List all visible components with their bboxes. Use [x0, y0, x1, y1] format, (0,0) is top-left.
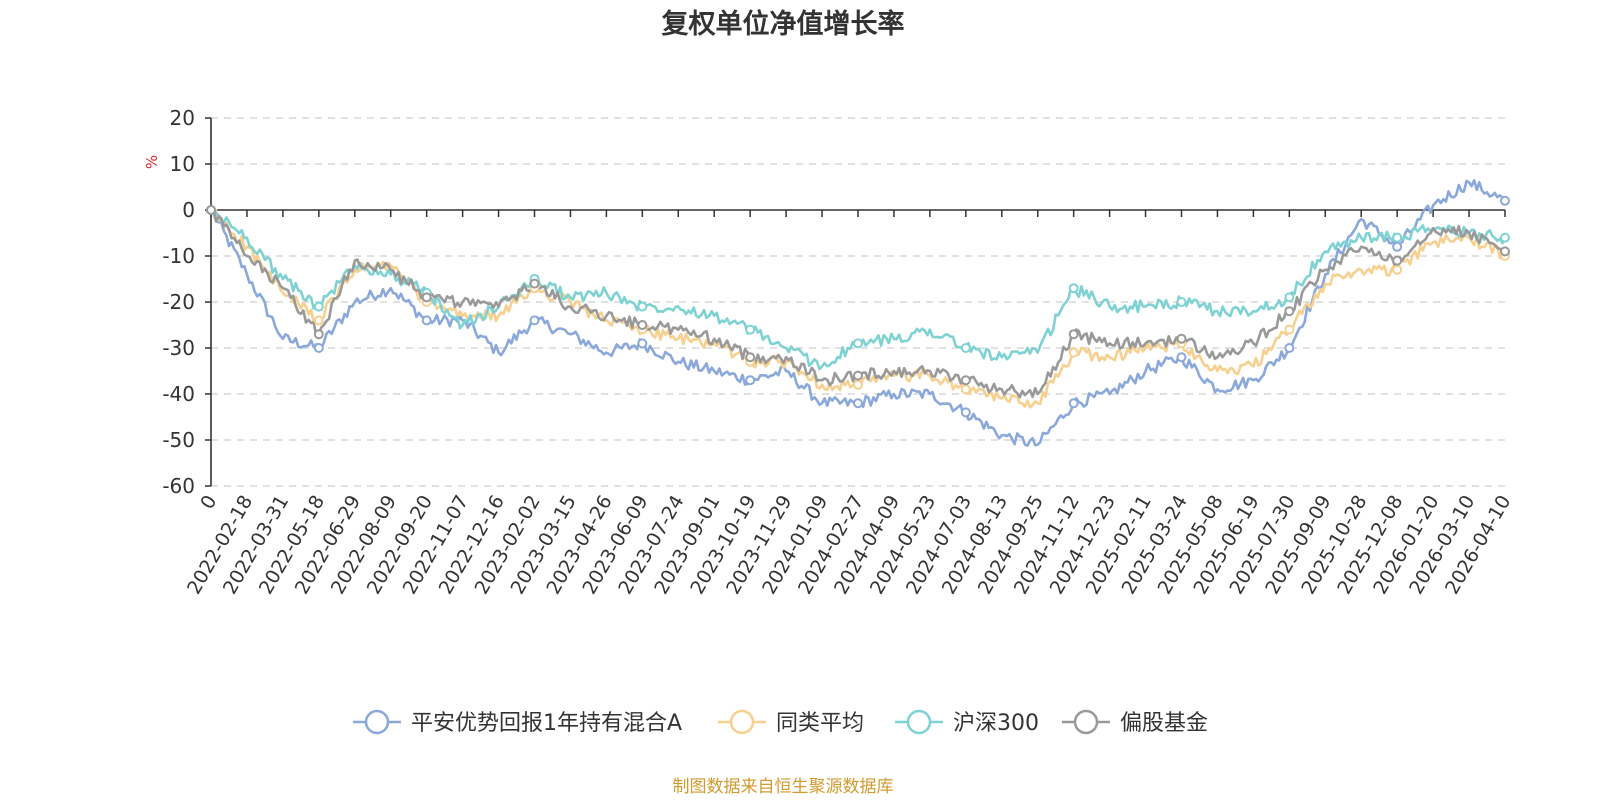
data-point	[960, 407, 971, 418]
data-point	[1392, 255, 1403, 266]
chart-title: 复权单位净值增长率	[662, 8, 905, 40]
data-point	[1176, 333, 1187, 344]
legend-swatch-marker	[364, 709, 390, 735]
y-tick-label: -60	[162, 474, 195, 498]
data-point	[853, 338, 863, 349]
data-point	[1284, 292, 1295, 303]
series-markers	[206, 195, 1510, 418]
data-point	[637, 338, 648, 349]
data-point	[960, 375, 971, 386]
data-point	[1176, 297, 1187, 307]
y-axis-unit-label: %	[143, 155, 161, 169]
y-tick-label: -40	[162, 382, 195, 406]
data-point	[206, 205, 216, 215]
legend-label: 沪深300	[953, 711, 1039, 736]
x-tick-label: 0	[196, 492, 221, 513]
data-source-note: 制图数据来自恒生聚源数据库	[673, 777, 894, 797]
y-tick-label: 20	[170, 106, 195, 130]
data-point	[1068, 283, 1079, 294]
data-point	[529, 315, 540, 326]
data-point	[1500, 195, 1510, 206]
axes: 20100-10-20-30-40-50-6002022-02-182022-0…	[162, 106, 1515, 598]
legend-label: 偏股基金	[1120, 711, 1208, 736]
data-point	[745, 375, 756, 386]
data-point	[960, 343, 971, 353]
data-point	[1068, 347, 1079, 358]
data-point	[637, 320, 648, 330]
legend-swatch-marker	[729, 709, 755, 735]
data-point	[960, 384, 971, 395]
data-point	[313, 301, 324, 312]
data-point	[853, 398, 863, 409]
data-point	[529, 278, 540, 289]
data-point	[745, 324, 756, 335]
data-point	[637, 301, 648, 312]
data-point	[1392, 241, 1403, 252]
y-tick-label: 10	[170, 152, 195, 176]
data-point	[853, 379, 863, 390]
data-point	[1068, 398, 1079, 409]
data-point	[1284, 324, 1295, 335]
y-tick-label: -10	[162, 244, 195, 268]
legend-item[interactable]: 同类平均	[718, 709, 864, 736]
data-point	[421, 315, 432, 326]
data-point	[313, 343, 324, 353]
y-tick-label: -20	[162, 290, 195, 314]
data-point	[1284, 343, 1295, 353]
y-tick-label: 0	[182, 198, 195, 222]
data-point	[1500, 232, 1510, 243]
legend-item[interactable]: 沪深300	[895, 709, 1039, 736]
data-point	[1392, 264, 1403, 275]
legend-swatch-marker	[906, 709, 932, 735]
data-point	[1068, 329, 1079, 340]
legend-item[interactable]: 偏股基金	[1062, 709, 1208, 736]
y-tick-label: -50	[162, 428, 195, 452]
data-point	[1500, 246, 1510, 257]
data-point	[1284, 306, 1295, 317]
legend-item[interactable]: 平安优势回报1年持有混合A	[353, 709, 682, 736]
legend-swatch-marker	[1073, 709, 1099, 735]
data-point	[313, 329, 324, 340]
data-point	[313, 315, 324, 326]
data-point	[421, 292, 432, 303]
y-tick-label: -30	[162, 336, 195, 360]
data-point	[1176, 352, 1187, 363]
legend-label: 同类平均	[776, 711, 864, 736]
legend-label: 平安优势回报1年持有混合A	[411, 711, 682, 736]
data-point	[745, 352, 756, 363]
legend: 平安优势回报1年持有混合A 同类平均 沪深300 偏股基金	[353, 709, 1208, 736]
data-point	[1392, 232, 1403, 243]
data-point	[853, 370, 863, 381]
